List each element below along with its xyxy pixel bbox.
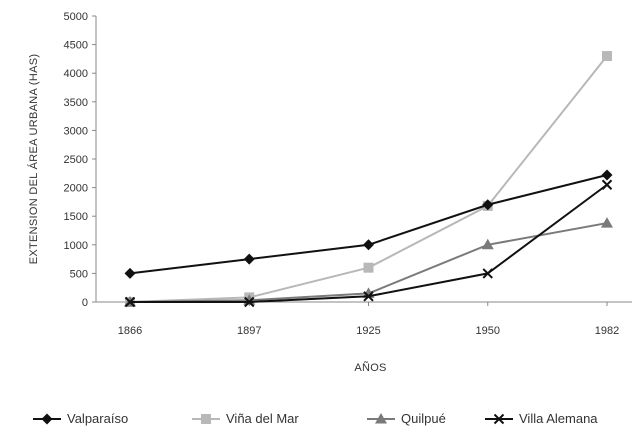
legend-item: Valparaíso xyxy=(33,411,128,426)
y-tick-label: 2000 xyxy=(64,183,88,195)
data-point xyxy=(601,169,613,181)
x-tick-label: 1866 xyxy=(118,325,142,337)
data-point xyxy=(602,51,612,62)
x-tick-label: 1982 xyxy=(595,325,619,337)
legend-marker xyxy=(201,414,211,424)
x-tick-label: 1925 xyxy=(356,325,380,337)
x-tick-label: 1897 xyxy=(237,325,261,337)
data-point xyxy=(124,267,136,279)
legend-item: Quilpué xyxy=(367,411,446,426)
y-axis: 0 500 1000 1500 2000 2500 3000 3500 4000 4500 5000 xyxy=(64,11,97,309)
data-point xyxy=(601,217,613,228)
y-tick-label: 4500 xyxy=(64,40,88,52)
series-villa-alemana xyxy=(124,179,613,308)
series-line xyxy=(129,174,608,275)
y-tick-label: 0 xyxy=(82,297,88,309)
data-point xyxy=(482,268,493,279)
data-point xyxy=(244,296,255,308)
y-tick-label: 3000 xyxy=(64,125,88,137)
data-point xyxy=(363,291,374,302)
series-vi-a-del-mar xyxy=(125,51,612,307)
y-tick-label: 5000 xyxy=(64,11,88,23)
data-point xyxy=(243,253,255,265)
x-axis-title: AÑOS xyxy=(354,361,386,374)
y-axis-title: EXTENSION DEL ÁREA URBANA (HAS) xyxy=(27,54,40,265)
x-tick-label: 1950 xyxy=(476,325,500,337)
plot-area xyxy=(124,51,613,308)
data-point xyxy=(124,296,136,308)
legend-label: Quilpué xyxy=(401,411,446,426)
y-tick-label: 3500 xyxy=(64,97,88,109)
data-point xyxy=(601,179,613,190)
data-point xyxy=(482,199,494,211)
y-tick-label: 500 xyxy=(70,268,88,280)
y-tick-label: 4000 xyxy=(64,68,88,80)
y-tick-label: 1500 xyxy=(64,211,88,223)
legend-marker xyxy=(493,413,505,425)
y-tick-label: 1000 xyxy=(64,240,88,252)
legend: Valparaíso Viña del Mar Quilpué Villa Alema… xyxy=(33,411,598,426)
legend-item: Villa Alemana xyxy=(485,411,598,426)
data-point xyxy=(363,262,374,273)
x-axis: 1866 1897 1925 1950 1982 xyxy=(96,301,632,337)
legend-item: Viña del Mar xyxy=(192,411,299,426)
series-quilpu- xyxy=(124,217,613,307)
legend-label: Viña del Mar xyxy=(226,411,299,426)
data-point xyxy=(363,239,374,251)
legend-label: Valparaíso xyxy=(67,411,128,426)
data-point xyxy=(481,238,494,250)
legend-label: Villa Alemana xyxy=(519,411,598,426)
series-valpara-so xyxy=(124,169,613,279)
legend-marker xyxy=(41,413,53,425)
y-tick-label: 2500 xyxy=(64,154,88,166)
legend-marker xyxy=(375,413,387,424)
